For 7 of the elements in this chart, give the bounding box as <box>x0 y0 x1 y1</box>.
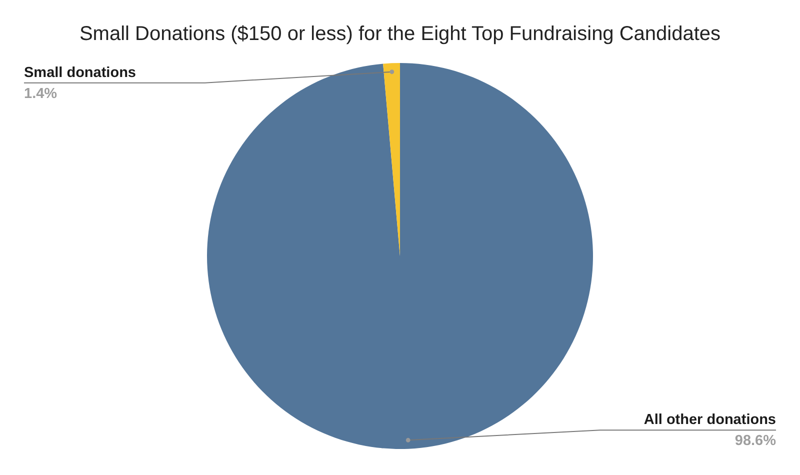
chart-title: Small Donations ($150 or less) for the Eight Top Fundraising Candidates <box>78 22 722 47</box>
pie-slice <box>207 63 593 449</box>
data-label: 98.6% <box>734 433 776 450</box>
pie-slice <box>383 63 400 256</box>
slice-label: Small donations <box>24 64 136 81</box>
slice-label: All other donations <box>644 412 776 428</box>
data-label: 1.4% <box>24 86 58 102</box>
